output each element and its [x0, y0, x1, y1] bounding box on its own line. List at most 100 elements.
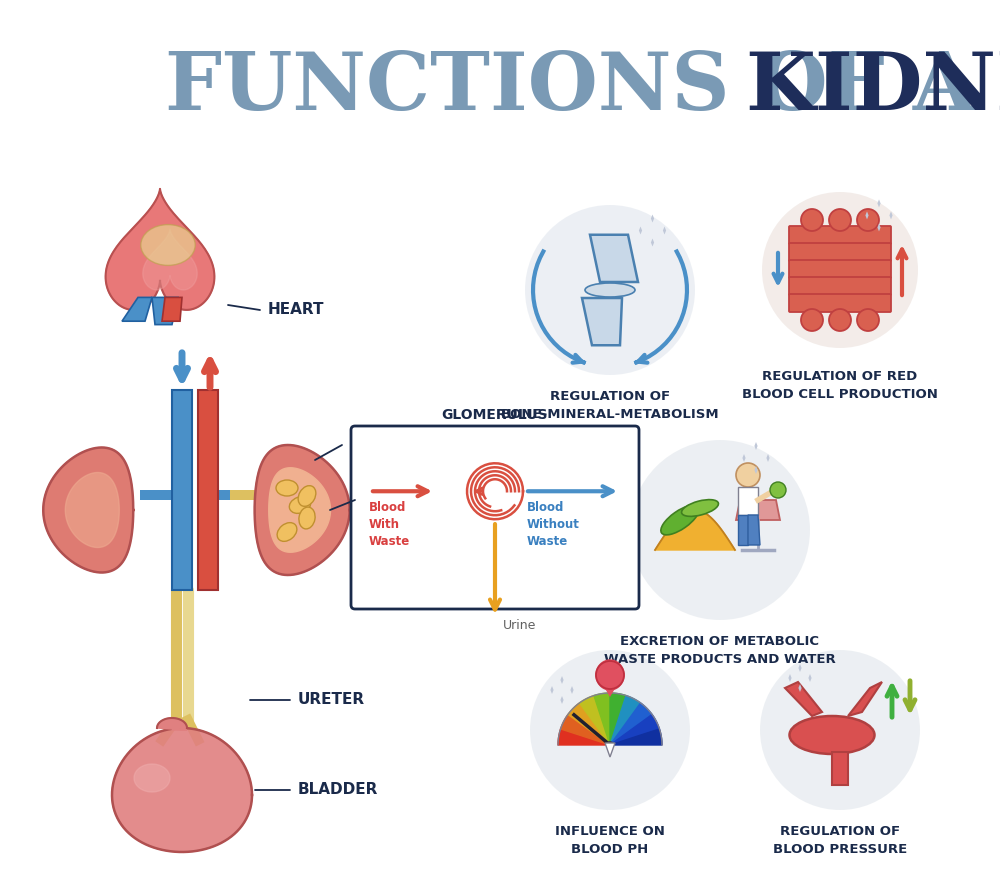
Ellipse shape: [277, 522, 297, 542]
Polygon shape: [198, 390, 218, 590]
Circle shape: [525, 205, 695, 375]
Text: URETER: URETER: [298, 692, 365, 708]
Polygon shape: [865, 212, 869, 220]
Polygon shape: [590, 234, 638, 282]
Polygon shape: [230, 490, 258, 500]
Polygon shape: [610, 696, 641, 745]
Polygon shape: [798, 684, 802, 692]
Circle shape: [736, 463, 760, 487]
Circle shape: [606, 741, 614, 749]
Polygon shape: [748, 515, 760, 545]
Ellipse shape: [298, 486, 316, 507]
Polygon shape: [596, 660, 624, 690]
Text: REGULATION OF
BONE-MINERAL-METABOLISM: REGULATION OF BONE-MINERAL-METABOLISM: [501, 390, 719, 421]
Ellipse shape: [276, 480, 298, 496]
Polygon shape: [106, 189, 214, 310]
Ellipse shape: [661, 505, 699, 535]
Text: HEART: HEART: [268, 303, 324, 318]
Polygon shape: [140, 490, 172, 500]
Text: KIDNEY: KIDNEY: [350, 438, 414, 452]
Polygon shape: [560, 676, 564, 684]
Circle shape: [829, 209, 851, 231]
Text: Blood
Without
Waste: Blood Without Waste: [527, 501, 580, 549]
Polygon shape: [600, 680, 620, 697]
Polygon shape: [877, 223, 881, 231]
Polygon shape: [560, 696, 564, 704]
Polygon shape: [766, 454, 770, 462]
Polygon shape: [605, 743, 615, 757]
FancyBboxPatch shape: [789, 260, 891, 278]
Polygon shape: [561, 714, 610, 745]
Polygon shape: [579, 696, 610, 745]
FancyBboxPatch shape: [789, 226, 891, 244]
Polygon shape: [877, 200, 881, 207]
Polygon shape: [568, 703, 610, 745]
FancyBboxPatch shape: [789, 294, 891, 312]
FancyBboxPatch shape: [789, 277, 891, 295]
Circle shape: [630, 440, 810, 620]
Text: GLOMERULUS: GLOMERULUS: [442, 408, 548, 422]
Polygon shape: [610, 703, 652, 745]
Polygon shape: [832, 752, 848, 785]
Text: BLADDER: BLADDER: [298, 782, 378, 797]
Polygon shape: [157, 718, 187, 730]
Polygon shape: [808, 674, 812, 682]
Polygon shape: [639, 227, 642, 234]
Polygon shape: [43, 447, 133, 572]
Text: REGULATION OF RED
BLOOD CELL PRODUCTION: REGULATION OF RED BLOOD CELL PRODUCTION: [742, 370, 938, 401]
Text: KIDNEY: KIDNEY: [745, 49, 1000, 127]
Polygon shape: [582, 298, 622, 346]
Polygon shape: [651, 239, 654, 247]
Text: FUNCTIONS OF A: FUNCTIONS OF A: [165, 49, 1000, 127]
Circle shape: [801, 209, 823, 231]
Circle shape: [530, 650, 690, 810]
Polygon shape: [172, 390, 192, 590]
Polygon shape: [785, 682, 822, 716]
Ellipse shape: [682, 500, 718, 516]
FancyBboxPatch shape: [789, 243, 891, 261]
Polygon shape: [143, 229, 197, 290]
Text: EXCRETION OF METABOLIC
WASTE PRODUCTS AND WATER: EXCRETION OF METABOLIC WASTE PRODUCTS AN…: [604, 635, 836, 666]
Circle shape: [801, 309, 823, 331]
Polygon shape: [848, 682, 882, 716]
Polygon shape: [738, 487, 758, 515]
Polygon shape: [269, 468, 331, 552]
Circle shape: [857, 209, 879, 231]
Text: Urine: Urine: [503, 619, 536, 632]
Polygon shape: [738, 515, 748, 545]
Polygon shape: [134, 764, 170, 792]
Polygon shape: [112, 728, 252, 852]
Polygon shape: [122, 298, 152, 321]
Polygon shape: [754, 442, 758, 450]
Circle shape: [596, 661, 624, 689]
Polygon shape: [255, 445, 350, 575]
Ellipse shape: [141, 225, 195, 265]
Polygon shape: [798, 664, 802, 672]
FancyBboxPatch shape: [351, 426, 639, 609]
Polygon shape: [610, 693, 626, 745]
Polygon shape: [754, 466, 758, 474]
Text: Blood
With
Waste: Blood With Waste: [369, 501, 410, 549]
Polygon shape: [736, 500, 780, 520]
Polygon shape: [651, 214, 654, 222]
Polygon shape: [558, 729, 610, 745]
Ellipse shape: [790, 716, 874, 754]
Text: REGULATION OF
BLOOD PRESSURE: REGULATION OF BLOOD PRESSURE: [773, 825, 907, 856]
Polygon shape: [788, 674, 792, 682]
Polygon shape: [610, 729, 662, 745]
Circle shape: [770, 482, 786, 498]
Polygon shape: [594, 693, 610, 745]
Polygon shape: [162, 298, 182, 321]
Polygon shape: [655, 510, 735, 550]
Circle shape: [857, 309, 879, 331]
Polygon shape: [663, 227, 666, 234]
Polygon shape: [889, 212, 893, 220]
Polygon shape: [218, 490, 230, 500]
Polygon shape: [65, 473, 119, 548]
Ellipse shape: [299, 507, 315, 528]
Circle shape: [762, 192, 918, 348]
Text: INFLUENCE ON
BLOOD PH: INFLUENCE ON BLOOD PH: [555, 825, 665, 856]
Polygon shape: [152, 298, 178, 325]
Polygon shape: [570, 686, 574, 694]
Polygon shape: [550, 686, 554, 694]
